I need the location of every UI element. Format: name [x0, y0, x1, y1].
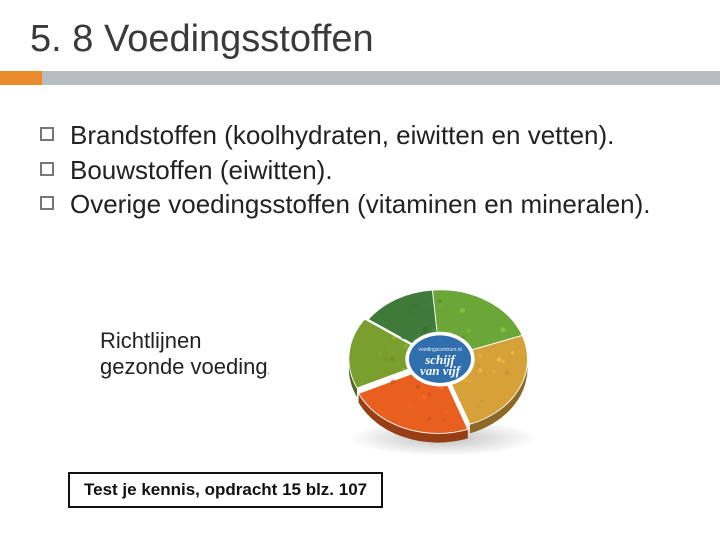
bullet-marker-icon [40, 162, 54, 176]
caption-line: Richtlijnen [100, 328, 202, 353]
page-title: 5. 8 Voedingsstoffen [0, 0, 720, 71]
list-item: Brandstoffen (koolhydraten, eiwitten en … [40, 119, 690, 152]
title-underline [0, 71, 720, 85]
pie-center-badge-text: voedingscentrum.nl schijf van vijf [408, 348, 472, 377]
footer-callout: Test je kennis, opdracht 15 blz. 107 [68, 472, 383, 508]
caption-trail: . [268, 367, 270, 376]
list-item: Bouwstoffen (eiwitten). [40, 154, 690, 187]
title-underline-accent [0, 71, 42, 85]
bullet-marker-icon [40, 196, 54, 210]
diagram-caption: Richtlijnen gezonde voeding. [100, 328, 270, 381]
bullet-list: Brandstoffen (koolhydraten, eiwitten en … [0, 119, 720, 221]
caption-line: gezonde voeding [100, 354, 268, 379]
schijf-van-vijf-diagram: voedingscentrum.nl schijf van vijf [330, 280, 560, 480]
bullet-text: Brandstoffen (koolhydraten, eiwitten en … [70, 119, 614, 152]
list-item: Overige voedingsstoffen (vitaminen en mi… [40, 188, 690, 221]
bullet-marker-icon [40, 127, 54, 141]
bullet-text: Bouwstoffen (eiwitten). [70, 154, 333, 187]
bullet-text: Overige voedingsstoffen (vitaminen en mi… [70, 188, 651, 221]
